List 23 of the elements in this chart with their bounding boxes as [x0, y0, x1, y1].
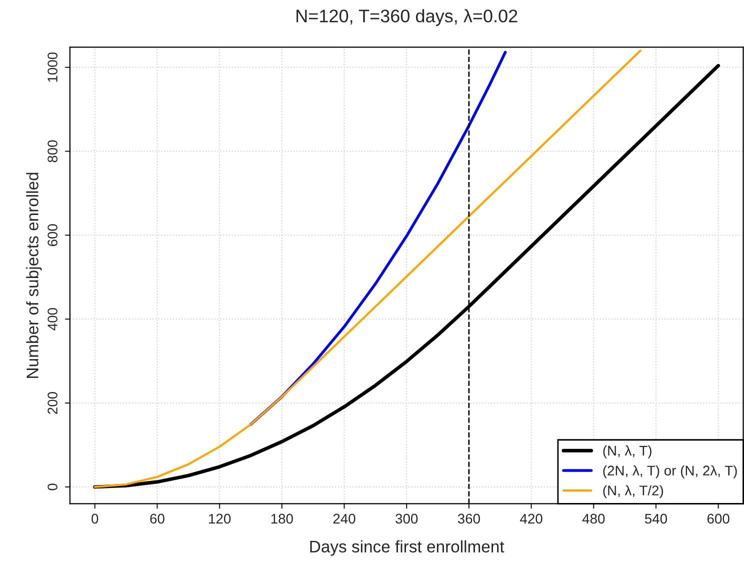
y-tick-label: 400 — [48, 308, 58, 330]
x-tick-label: 60 — [150, 514, 164, 524]
x-tick-label: 180 — [271, 514, 293, 524]
y-tick-label: 1000 — [48, 52, 58, 82]
legend-label: (2N, λ, T) or (N, 2λ, T) — [603, 465, 737, 478]
x-tick-label: 480 — [582, 514, 605, 524]
x-tick-label: 120 — [209, 514, 231, 524]
legend-label: (N, λ, T) — [603, 445, 652, 458]
x-tick-label: 0 — [92, 514, 98, 524]
legend-label: (N, λ, T/2) — [603, 485, 664, 498]
y-tick-label: 600 — [48, 224, 58, 246]
y-axis-title: Number of subjects enrolled — [26, 172, 42, 378]
x-tick-label: 420 — [520, 514, 542, 524]
x-axis-title: Days since first enrollment — [310, 540, 504, 556]
x-tick-label: 300 — [396, 514, 418, 524]
x-tick-label: 540 — [644, 514, 668, 524]
y-tick-label: 0 — [48, 484, 58, 490]
x-tick-label: 360 — [458, 514, 480, 524]
y-tick-label: 800 — [48, 140, 58, 162]
chart-title: N=120, T=360 days, λ=0.02 — [296, 9, 518, 26]
x-tick-label: 240 — [333, 514, 356, 524]
y-tick-label: 200 — [48, 392, 58, 414]
x-tick-label: 600 — [707, 514, 730, 524]
